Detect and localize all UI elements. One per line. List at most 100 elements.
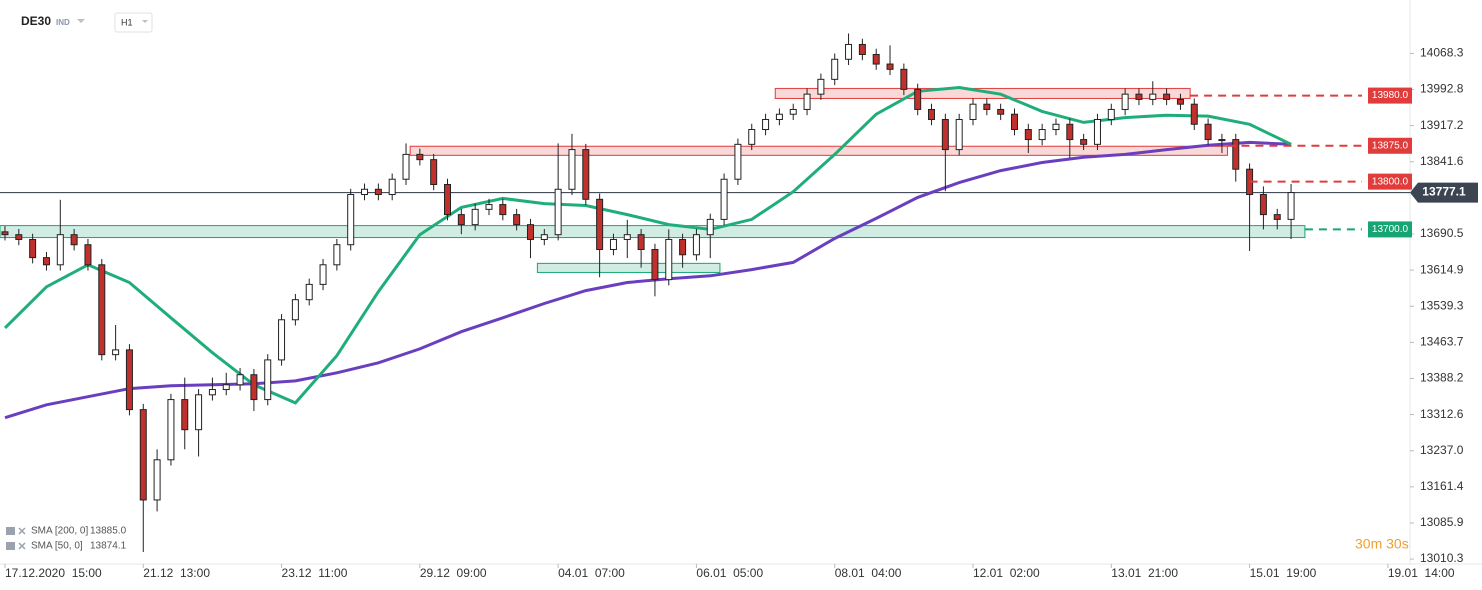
legend-remove[interactable] xyxy=(18,527,26,535)
level-label: 13875.0 xyxy=(1372,140,1409,151)
candle-body xyxy=(609,238,617,250)
interval-button[interactable] xyxy=(114,12,153,33)
candle-body xyxy=(831,58,839,80)
y-tick-label: 13388.2 xyxy=(1420,371,1464,385)
x-tick-label: 17.12.2020 15:00 xyxy=(5,566,102,580)
candle-body xyxy=(471,208,479,226)
level-label: 13980.0 xyxy=(1372,90,1409,101)
candle-body xyxy=(845,43,853,60)
candle-body xyxy=(554,188,562,236)
candle-body xyxy=(1204,123,1212,141)
candle-body xyxy=(914,88,922,110)
y-tick-label: 13917.2 xyxy=(1420,118,1464,132)
legend-icon xyxy=(6,542,15,550)
candle-body xyxy=(900,68,908,90)
candle-body xyxy=(1010,113,1018,131)
x-tick-label: 19.01 14:00 xyxy=(1388,566,1455,580)
candle-body xyxy=(789,108,797,115)
legend-remove[interactable] xyxy=(18,542,26,550)
candle-body xyxy=(236,374,244,386)
x-tick-label: 12.01 02:00 xyxy=(973,566,1040,580)
candle-body xyxy=(1121,93,1129,110)
candle-body xyxy=(181,399,189,431)
x-tick-label: 04.01 07:00 xyxy=(558,566,625,580)
y-tick-label: 13010.3 xyxy=(1420,551,1464,565)
candle-body xyxy=(928,108,936,120)
candle-body xyxy=(706,218,714,236)
candle-body xyxy=(222,384,230,391)
candle-body xyxy=(42,257,50,266)
candle-body xyxy=(1,231,9,236)
y-tick-label: 13161.4 xyxy=(1420,479,1464,493)
candle-body xyxy=(720,178,728,220)
candle-body xyxy=(112,349,120,356)
candle-body xyxy=(637,234,645,250)
legend-name: SMA [200, 0] xyxy=(31,526,88,537)
candle-body xyxy=(402,153,410,180)
candle-body xyxy=(278,319,286,361)
candle-body xyxy=(858,43,866,55)
candle-body xyxy=(983,103,991,110)
x-tick-label: 13.01 21:00 xyxy=(1111,566,1178,580)
candle-body xyxy=(1024,129,1032,141)
y-tick-label: 13237.0 xyxy=(1420,443,1464,457)
dropdown-arrow[interactable] xyxy=(142,20,148,23)
candle-body xyxy=(1066,123,1074,141)
level-label: 13800.0 xyxy=(1372,176,1409,187)
candle-body xyxy=(1273,214,1281,220)
candle-body xyxy=(319,264,327,285)
legend-icon xyxy=(6,527,15,535)
y-tick-label: 13992.8 xyxy=(1420,82,1464,96)
y-tick-label: 13085.9 xyxy=(1420,515,1464,529)
candle-body xyxy=(457,214,465,226)
x-tick-label: 06.01 05:00 xyxy=(696,566,763,580)
candle-body xyxy=(1107,108,1115,120)
candle-body xyxy=(208,389,216,396)
legend-value: 13874.1 xyxy=(90,541,127,552)
candle-body xyxy=(582,149,590,200)
candle-body xyxy=(817,78,825,95)
candle-body xyxy=(70,234,78,246)
candle-body xyxy=(430,159,438,185)
candle-body xyxy=(1218,139,1226,142)
y-tick-label: 13690.5 xyxy=(1420,226,1464,240)
candle-body xyxy=(1190,103,1198,125)
candle-body xyxy=(153,459,161,501)
candle-body xyxy=(526,224,534,240)
zone xyxy=(409,145,1228,156)
y-tick-label: 13841.6 xyxy=(1420,154,1464,168)
candle-body xyxy=(1176,98,1184,105)
last-price-label: 13777.1 xyxy=(1422,185,1466,199)
candle-body xyxy=(623,234,631,240)
x-tick-label: 08.01 04:00 xyxy=(835,566,902,580)
candle-body xyxy=(250,374,258,401)
candle-body xyxy=(997,108,1005,115)
dropdown-arrow[interactable] xyxy=(77,19,85,23)
y-tick-label: 13614.9 xyxy=(1420,262,1464,276)
candle-body xyxy=(139,409,147,501)
zone xyxy=(536,262,721,273)
x-tick-label: 29.12 09:00 xyxy=(420,566,487,580)
legend-value: 13885.0 xyxy=(90,526,127,537)
candle-body xyxy=(1080,139,1088,145)
candle-body xyxy=(264,359,272,401)
candle-body xyxy=(941,118,949,151)
candle-body xyxy=(291,299,299,321)
candle-body xyxy=(1232,139,1240,170)
candle-body xyxy=(762,118,770,131)
instrument-kind[interactable]: IND xyxy=(56,18,70,27)
candle-body xyxy=(969,103,977,120)
level-label: 13700.0 xyxy=(1372,224,1409,235)
candle-body xyxy=(15,234,23,240)
candle-body xyxy=(1052,123,1060,131)
candle-body xyxy=(167,399,175,461)
timer: 30m 30s xyxy=(1355,536,1409,552)
candle-body xyxy=(734,143,742,180)
candle-body xyxy=(1163,93,1171,100)
candle-body xyxy=(651,248,659,281)
candle-body xyxy=(485,204,493,210)
interval[interactable]: H1 xyxy=(121,17,133,27)
candle-body xyxy=(886,63,894,70)
